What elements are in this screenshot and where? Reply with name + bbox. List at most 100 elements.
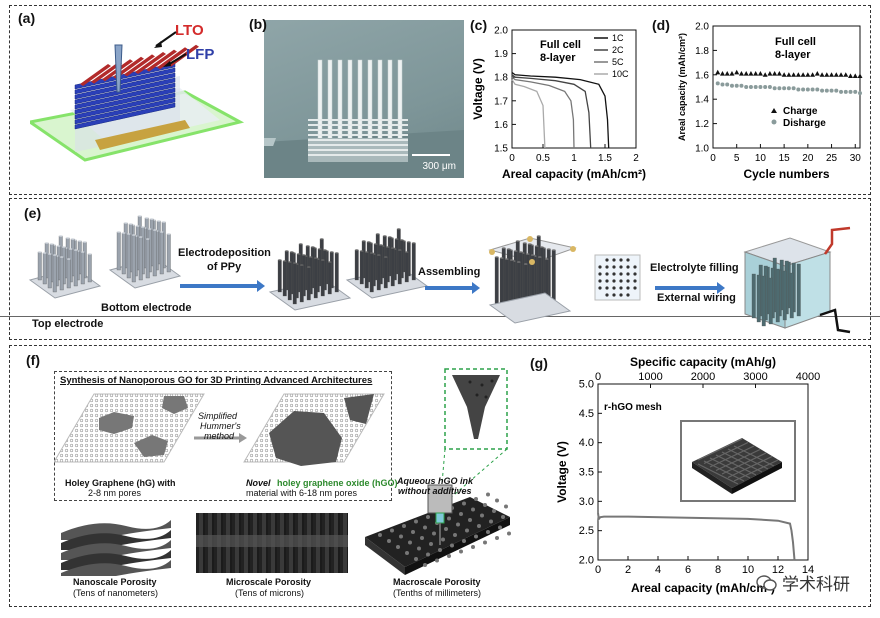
charge-point — [757, 70, 763, 76]
nano-title: Nanoscale Porosity — [73, 577, 157, 587]
y-tick-label: 4.0 — [579, 437, 594, 449]
panel-a-label: (a) — [18, 10, 36, 26]
watermark: 学术科研 — [756, 570, 850, 595]
ink-label-2: without additives — [398, 486, 472, 496]
charge-point — [776, 70, 782, 76]
top-electrode-label: Top electrode — [32, 318, 104, 330]
assembling-label: Assembling — [418, 266, 481, 278]
x-tick-label: 0 — [509, 153, 515, 164]
charge-point — [838, 72, 844, 77]
x-tick-label: 25 — [826, 153, 838, 164]
y-tick-label: 1.9 — [494, 49, 508, 60]
x-tick-label: 6 — [685, 564, 691, 576]
legend-label-charge: Charge — [783, 106, 818, 117]
hgo-label-2: material with 6-18 nm pores — [246, 488, 358, 498]
ink-label-1: Aqueous hGO ink — [397, 476, 474, 486]
x2-tick-label: 1000 — [638, 371, 662, 383]
charge-point — [719, 70, 725, 76]
annotation-text: 8-layer — [775, 49, 811, 61]
charge-point — [781, 72, 787, 77]
x2-tick-label: 2000 — [691, 371, 715, 383]
macro-sub: (Tenths of millimeters) — [393, 588, 482, 598]
y-axis-label: Voltage (V) — [555, 441, 569, 503]
discharge-point — [763, 85, 768, 89]
charge-point — [795, 72, 801, 77]
y-tick-label: 3.5 — [579, 467, 594, 479]
charge-point — [786, 72, 792, 77]
chart-g: 0 2 4 6 8 10 12 14 2.0 2.5 3.0 3.5 4.0 4.5 5.0 Areal ca… — [555, 355, 820, 595]
charge-point — [753, 70, 759, 76]
legend-marker-discharge — [771, 119, 777, 125]
y-tick-label: 1.4 — [695, 95, 709, 106]
discharge-point — [843, 89, 848, 94]
y-tick-label: 1.7 — [494, 96, 508, 107]
pointer-arrows — [154, 31, 187, 67]
frame-top — [9, 5, 871, 195]
chart-c: 0 0.5 1 1.5 2 1.5 1.6 1.7 1.8 1.9 2.0 Areal capacit… — [471, 26, 646, 182]
hgo-novel: Novel — [246, 478, 271, 488]
microscale-image — [196, 513, 348, 573]
discharge-point — [725, 82, 730, 87]
annotation-text: 8-layer — [540, 52, 576, 64]
discharge-point — [772, 86, 777, 91]
y-tick-label: 1.8 — [695, 46, 709, 57]
x-tick-label: 8 — [715, 564, 721, 576]
legend-label-5C: 5C — [612, 57, 624, 67]
discharge-point — [801, 87, 806, 92]
series-line-2C — [511, 74, 592, 149]
panel-c-label: (c) — [470, 17, 488, 33]
discharge-point — [758, 85, 763, 89]
x2-tick-label: 0 — [595, 371, 601, 383]
y-tick-label: 5.0 — [579, 379, 594, 391]
discharge-point — [796, 87, 801, 92]
charge-point — [852, 73, 858, 79]
legend-label-discharge: Disharge — [783, 118, 826, 129]
charge-point — [772, 70, 778, 76]
x-tick-label: 15 — [779, 153, 791, 164]
synthesis-title: Synthesis of Nanoporous GO for 3D Printi… — [60, 375, 373, 386]
discharge-point — [810, 87, 815, 92]
y-axis-label: Voltage (V) — [471, 58, 485, 120]
charge-point — [748, 70, 754, 76]
charge-point — [715, 69, 721, 75]
y-axis-label: Areal capacity (mAh/cm²) — [677, 33, 687, 141]
annotation-text: r-hGO mesh — [604, 402, 662, 413]
voltage-curve — [597, 512, 796, 561]
x-tick-label: 2 — [633, 153, 639, 164]
method-label: method — [204, 431, 235, 441]
hgo-name: holey graphene oxide (hGO) — [277, 478, 398, 488]
nozzle-illustration — [365, 368, 511, 575]
discharge-point — [782, 86, 787, 91]
synthesis-box — [54, 371, 392, 501]
discharge-point — [839, 89, 844, 94]
panel-e-label: (e) — [24, 205, 42, 221]
charge-point — [743, 70, 749, 76]
simplified-label: Simplified — [198, 411, 238, 421]
series-line-5C — [511, 76, 575, 149]
charge-point — [819, 72, 825, 77]
x-tick-label: 1.5 — [598, 153, 612, 164]
y-tick-label: 1.6 — [494, 120, 508, 131]
charge-point — [814, 70, 820, 76]
x-tick-label: 2 — [625, 564, 631, 576]
watermark-text: 学术科研 — [782, 575, 850, 594]
electrodeposition-label: Electrodeposition — [178, 247, 271, 259]
nanoscale-image — [61, 520, 171, 576]
y-tick-label: 2.0 — [579, 555, 594, 567]
x-tick-label: 0.5 — [536, 153, 550, 164]
scale-bar — [412, 154, 450, 156]
discharge-point — [805, 87, 810, 92]
charge-point — [738, 70, 744, 76]
x-tick-label: 20 — [802, 153, 814, 164]
panel-e-illustration — [28, 215, 851, 334]
y-tick-label: 3.0 — [579, 496, 594, 508]
y-tick-label: 1.0 — [695, 144, 709, 155]
discharge-point — [858, 91, 862, 96]
ppy-label: of PPy — [207, 261, 242, 273]
y-tick-label: 4.5 — [579, 408, 594, 420]
hg-label-2: 2-8 nm pores — [88, 488, 142, 498]
discharge-point — [739, 83, 744, 88]
discharge-point — [786, 86, 791, 91]
lfp-label: LFP — [186, 46, 215, 63]
y-tick-label: 2.0 — [494, 26, 508, 37]
